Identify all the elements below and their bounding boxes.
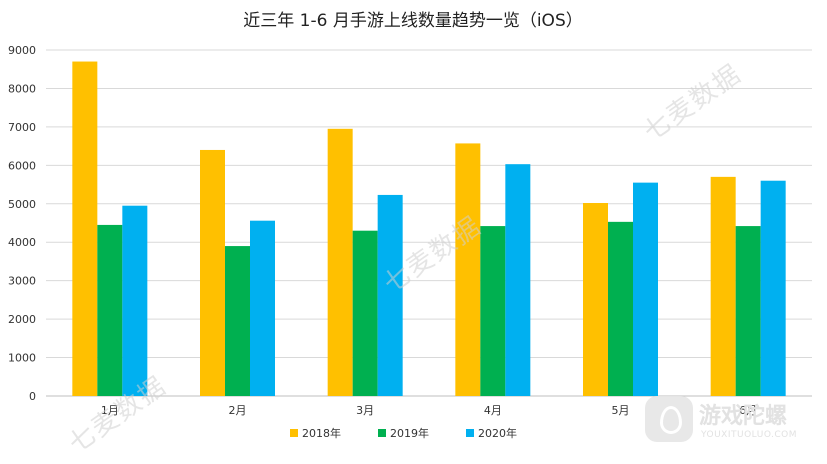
bar (327, 128, 353, 397)
y-tick-label: 7000 (8, 121, 36, 134)
y-tick-label: 5000 (8, 198, 36, 211)
bar (633, 182, 658, 396)
y-tick-label: 8000 (8, 82, 36, 95)
y-tick-label: 0 (29, 390, 36, 403)
bar (72, 61, 98, 397)
legend-swatch (466, 429, 474, 437)
bar (608, 221, 633, 396)
bar (122, 205, 148, 396)
x-tick-label: 5月 (612, 404, 630, 417)
bar (225, 246, 250, 396)
y-tick-label: 4000 (8, 236, 36, 249)
bar (583, 203, 608, 396)
y-tick-label: 1000 (8, 352, 36, 365)
bar (377, 194, 403, 396)
y-tick-label: 2000 (8, 313, 36, 326)
bar (505, 164, 531, 396)
legend-label: 2018年 (302, 426, 341, 440)
x-tick-label: 4月 (484, 404, 502, 417)
legend-swatch (378, 429, 386, 437)
x-tick-label: 2月 (229, 404, 247, 417)
brand-url: YOUXITUOLUO.COM (701, 430, 798, 440)
bar (200, 149, 225, 396)
bar (250, 220, 275, 396)
bar (480, 226, 506, 396)
x-tick-label: 1月 (101, 404, 119, 417)
gyroscope-icon (645, 396, 693, 442)
y-tick-label: 6000 (8, 159, 36, 172)
brand-name: 游戏陀螺 (699, 404, 788, 429)
bar (97, 224, 123, 396)
bar (352, 230, 378, 396)
legend-label: 2019年 (390, 426, 429, 440)
chart-title: 近三年 1-6 月手游上线数量趋势一览（iOS） (243, 11, 582, 31)
y-tick-label: 9000 (8, 44, 36, 57)
bar (710, 176, 736, 396)
bar (455, 143, 481, 396)
x-tick-label: 6月 (739, 404, 757, 417)
bar (760, 180, 786, 396)
brand-logo: 游戏陀螺 YOUXITUOLUO.COM (641, 390, 821, 452)
x-tick-label: 3月 (356, 404, 374, 417)
y-tick-label: 3000 (8, 275, 36, 288)
bar (735, 226, 761, 396)
legend-label: 2020年 (478, 426, 517, 440)
legend-swatch (290, 429, 298, 437)
